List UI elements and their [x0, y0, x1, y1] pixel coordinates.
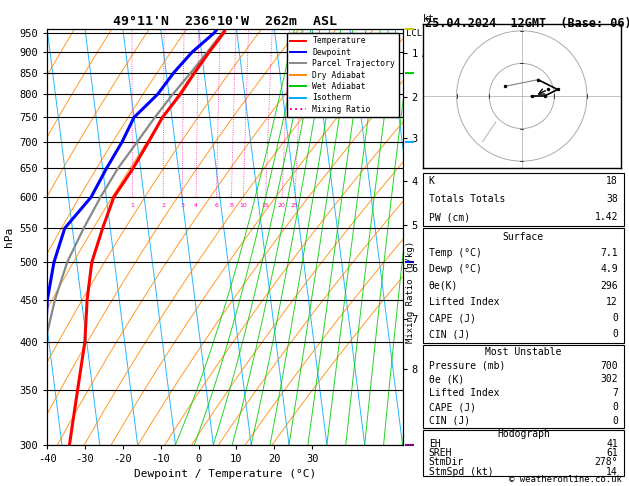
Text: CAPE (J): CAPE (J)	[429, 402, 476, 412]
Text: 3: 3	[180, 203, 184, 208]
Text: 7: 7	[612, 388, 618, 398]
Text: θe(K): θe(K)	[429, 280, 458, 291]
Text: 10: 10	[239, 203, 247, 208]
Text: LCL: LCL	[406, 29, 422, 38]
Text: 20: 20	[277, 203, 286, 208]
Text: 278°: 278°	[594, 457, 618, 467]
Text: StmDir: StmDir	[429, 457, 464, 467]
Text: 1.42: 1.42	[594, 212, 618, 222]
Text: Lifted Index: Lifted Index	[429, 388, 499, 398]
Text: 0: 0	[612, 402, 618, 412]
Text: 0: 0	[612, 416, 618, 426]
Text: 15: 15	[262, 203, 269, 208]
Text: Lifted Index: Lifted Index	[429, 297, 499, 307]
Text: 38: 38	[606, 194, 618, 204]
Text: 4.9: 4.9	[600, 264, 618, 274]
Text: 296: 296	[600, 280, 618, 291]
Text: K: K	[429, 176, 435, 187]
Text: Mixing Ratio (g/kg): Mixing Ratio (g/kg)	[406, 241, 415, 343]
Text: 12: 12	[606, 297, 618, 307]
Text: 18: 18	[606, 176, 618, 187]
Text: CIN (J): CIN (J)	[429, 416, 470, 426]
Text: θe (K): θe (K)	[429, 375, 464, 384]
Text: PW (cm): PW (cm)	[429, 212, 470, 222]
Text: Totals Totals: Totals Totals	[429, 194, 505, 204]
Text: CIN (J): CIN (J)	[429, 330, 470, 340]
Text: SREH: SREH	[429, 448, 452, 458]
Text: CAPE (J): CAPE (J)	[429, 313, 476, 323]
Text: 1: 1	[131, 203, 135, 208]
Text: 8: 8	[230, 203, 233, 208]
Text: © weatheronline.co.uk: © weatheronline.co.uk	[509, 474, 621, 484]
Text: EH: EH	[429, 439, 440, 449]
Text: 7.1: 7.1	[600, 248, 618, 258]
Text: 4: 4	[194, 203, 198, 208]
Text: 2: 2	[161, 203, 165, 208]
Text: kt: kt	[423, 14, 435, 24]
Text: Temp (°C): Temp (°C)	[429, 248, 482, 258]
Text: Most Unstable: Most Unstable	[485, 347, 562, 357]
Y-axis label: hPa: hPa	[4, 227, 14, 247]
Text: 25.04.2024  12GMT  (Base: 06): 25.04.2024 12GMT (Base: 06)	[425, 17, 629, 30]
Text: 14: 14	[606, 467, 618, 477]
Text: Pressure (mb): Pressure (mb)	[429, 361, 505, 371]
Text: 25: 25	[291, 203, 299, 208]
Text: Hodograph: Hodograph	[497, 429, 550, 439]
Legend: Temperature, Dewpoint, Parcel Trajectory, Dry Adiabat, Wet Adiabat, Isotherm, Mi: Temperature, Dewpoint, Parcel Trajectory…	[287, 33, 399, 117]
Text: 6: 6	[214, 203, 218, 208]
Text: 61: 61	[606, 448, 618, 458]
Text: Surface: Surface	[503, 231, 544, 242]
Text: 41: 41	[606, 439, 618, 449]
Y-axis label: km
ASL: km ASL	[422, 37, 440, 59]
Text: 700: 700	[600, 361, 618, 371]
Text: 302: 302	[600, 375, 618, 384]
Title: 49°11'N  236°10'W  262m  ASL: 49°11'N 236°10'W 262m ASL	[113, 15, 337, 28]
Text: 0: 0	[612, 313, 618, 323]
Text: Dewp (°C): Dewp (°C)	[429, 264, 482, 274]
Text: 0: 0	[612, 330, 618, 340]
Text: StmSpd (kt): StmSpd (kt)	[429, 467, 493, 477]
X-axis label: Dewpoint / Temperature (°C): Dewpoint / Temperature (°C)	[134, 469, 316, 479]
